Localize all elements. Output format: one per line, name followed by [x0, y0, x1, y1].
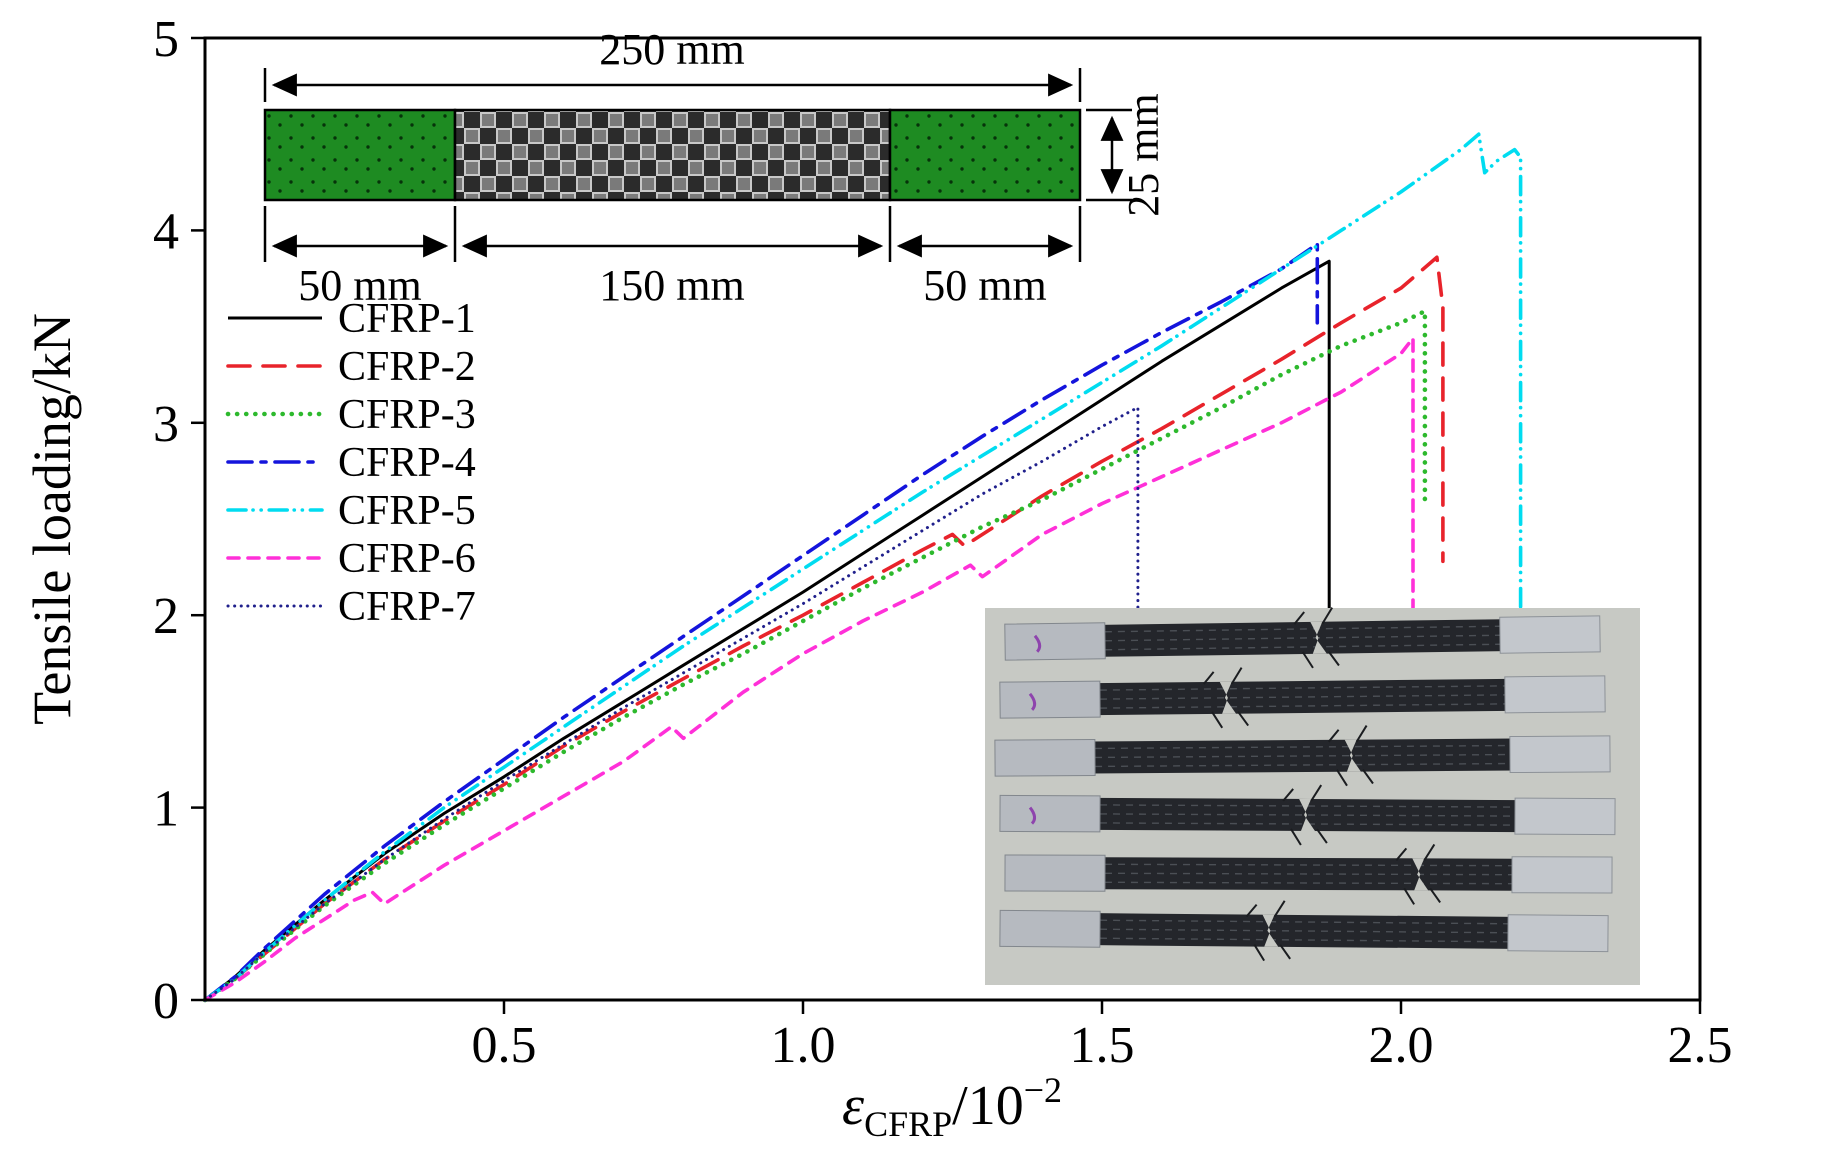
dim-label-right: 50 mm	[923, 261, 1046, 310]
legend: CFRP-1CFRP-2CFRP-3CFRP-4CFRP-5CFRP-6CFRP…	[225, 296, 476, 630]
series-CFRP-6	[203, 336, 1415, 1002]
x-tick-label: 2.0	[1369, 1017, 1434, 1074]
dim-label-mid: 150 mm	[599, 261, 744, 310]
x-label-exponent: −2	[1024, 1070, 1062, 1110]
dim-label-total: 250 mm	[599, 25, 744, 74]
cfrp-gauge-section	[453, 108, 892, 202]
x-tick-label: 2.5	[1668, 1017, 1733, 1074]
right-grip-tab	[888, 108, 1082, 202]
legend-item-CFRP-7: CFRP-7	[226, 584, 476, 630]
legend-item-CFRP-6: CFRP-6	[226, 536, 476, 582]
x-label-subscript: CFRP	[864, 1104, 952, 1144]
left-grip-tab	[263, 108, 457, 202]
y-axis-label: Tensile loading/kN	[22, 313, 82, 725]
legend-label: CFRP-6	[338, 536, 476, 582]
legend-item-CFRP-2: CFRP-2	[226, 344, 476, 390]
broken-specimen-1	[1004, 607, 1601, 669]
x-label-divisor: /10	[952, 1075, 1024, 1137]
legend-label: CFRP-2	[338, 344, 476, 390]
series-CFRP-4	[203, 242, 1320, 1002]
x-axis-label: εCFRP/10−2	[842, 1070, 1062, 1144]
legend-label: CFRP-3	[338, 392, 476, 438]
dim-label-left: 50 mm	[298, 261, 421, 310]
broken-specimen-4	[999, 784, 1616, 846]
axes-frame: 0.5 1.0 1.5 2.0 2.5 0 1 2 3 4 5	[153, 11, 1733, 1074]
x-label-symbol: ε	[842, 1075, 865, 1137]
broken-specimen-6	[999, 900, 1609, 962]
series-layer	[202, 132, 1523, 1003]
axis-titles: Tensile loading/kN εCFRP/10−2	[22, 313, 1062, 1144]
legend-label: CFRP-1	[338, 296, 476, 342]
y-tick-label: 0	[153, 973, 179, 1030]
legend-item-CFRP-5: CFRP-5	[226, 488, 476, 534]
series-CFRP-7	[203, 405, 1140, 1002]
series-CFRP-2	[203, 255, 1445, 1002]
broken-specimen-5	[1004, 843, 1613, 905]
specimen-schematic: 250 mm 50 mm 150 mm 50 mm 25 mm	[263, 25, 1168, 310]
plot-frame	[203, 36, 1702, 1002]
y-tick-label: 5	[153, 11, 179, 68]
legend-label: CFRP-5	[338, 488, 476, 534]
failed-specimens-photo	[985, 607, 1640, 985]
x-tick-label: 1.5	[1070, 1017, 1135, 1074]
y-tick-label: 3	[153, 396, 179, 453]
series-CFRP-1	[204, 259, 1331, 1002]
broken-specimen-3	[994, 725, 1611, 787]
series-CFRP-5	[203, 132, 1523, 1002]
dim-label-width: 25 mm	[1119, 93, 1168, 216]
x-tick-label: 0.5	[472, 1017, 537, 1074]
legend-label: CFRP-4	[338, 440, 476, 486]
legend-label: CFRP-7	[338, 584, 476, 630]
y-tick-label: 4	[153, 203, 179, 260]
legend-item-CFRP-4: CFRP-4	[226, 440, 476, 486]
y-tick-label: 2	[153, 588, 179, 645]
legend-item-CFRP-1: CFRP-1	[228, 296, 476, 342]
legend-item-CFRP-3: CFRP-3	[225, 392, 476, 438]
x-tick-label: 1.0	[771, 1017, 836, 1074]
broken-specimen-2	[999, 667, 1606, 729]
y-tick-label: 1	[153, 781, 179, 838]
